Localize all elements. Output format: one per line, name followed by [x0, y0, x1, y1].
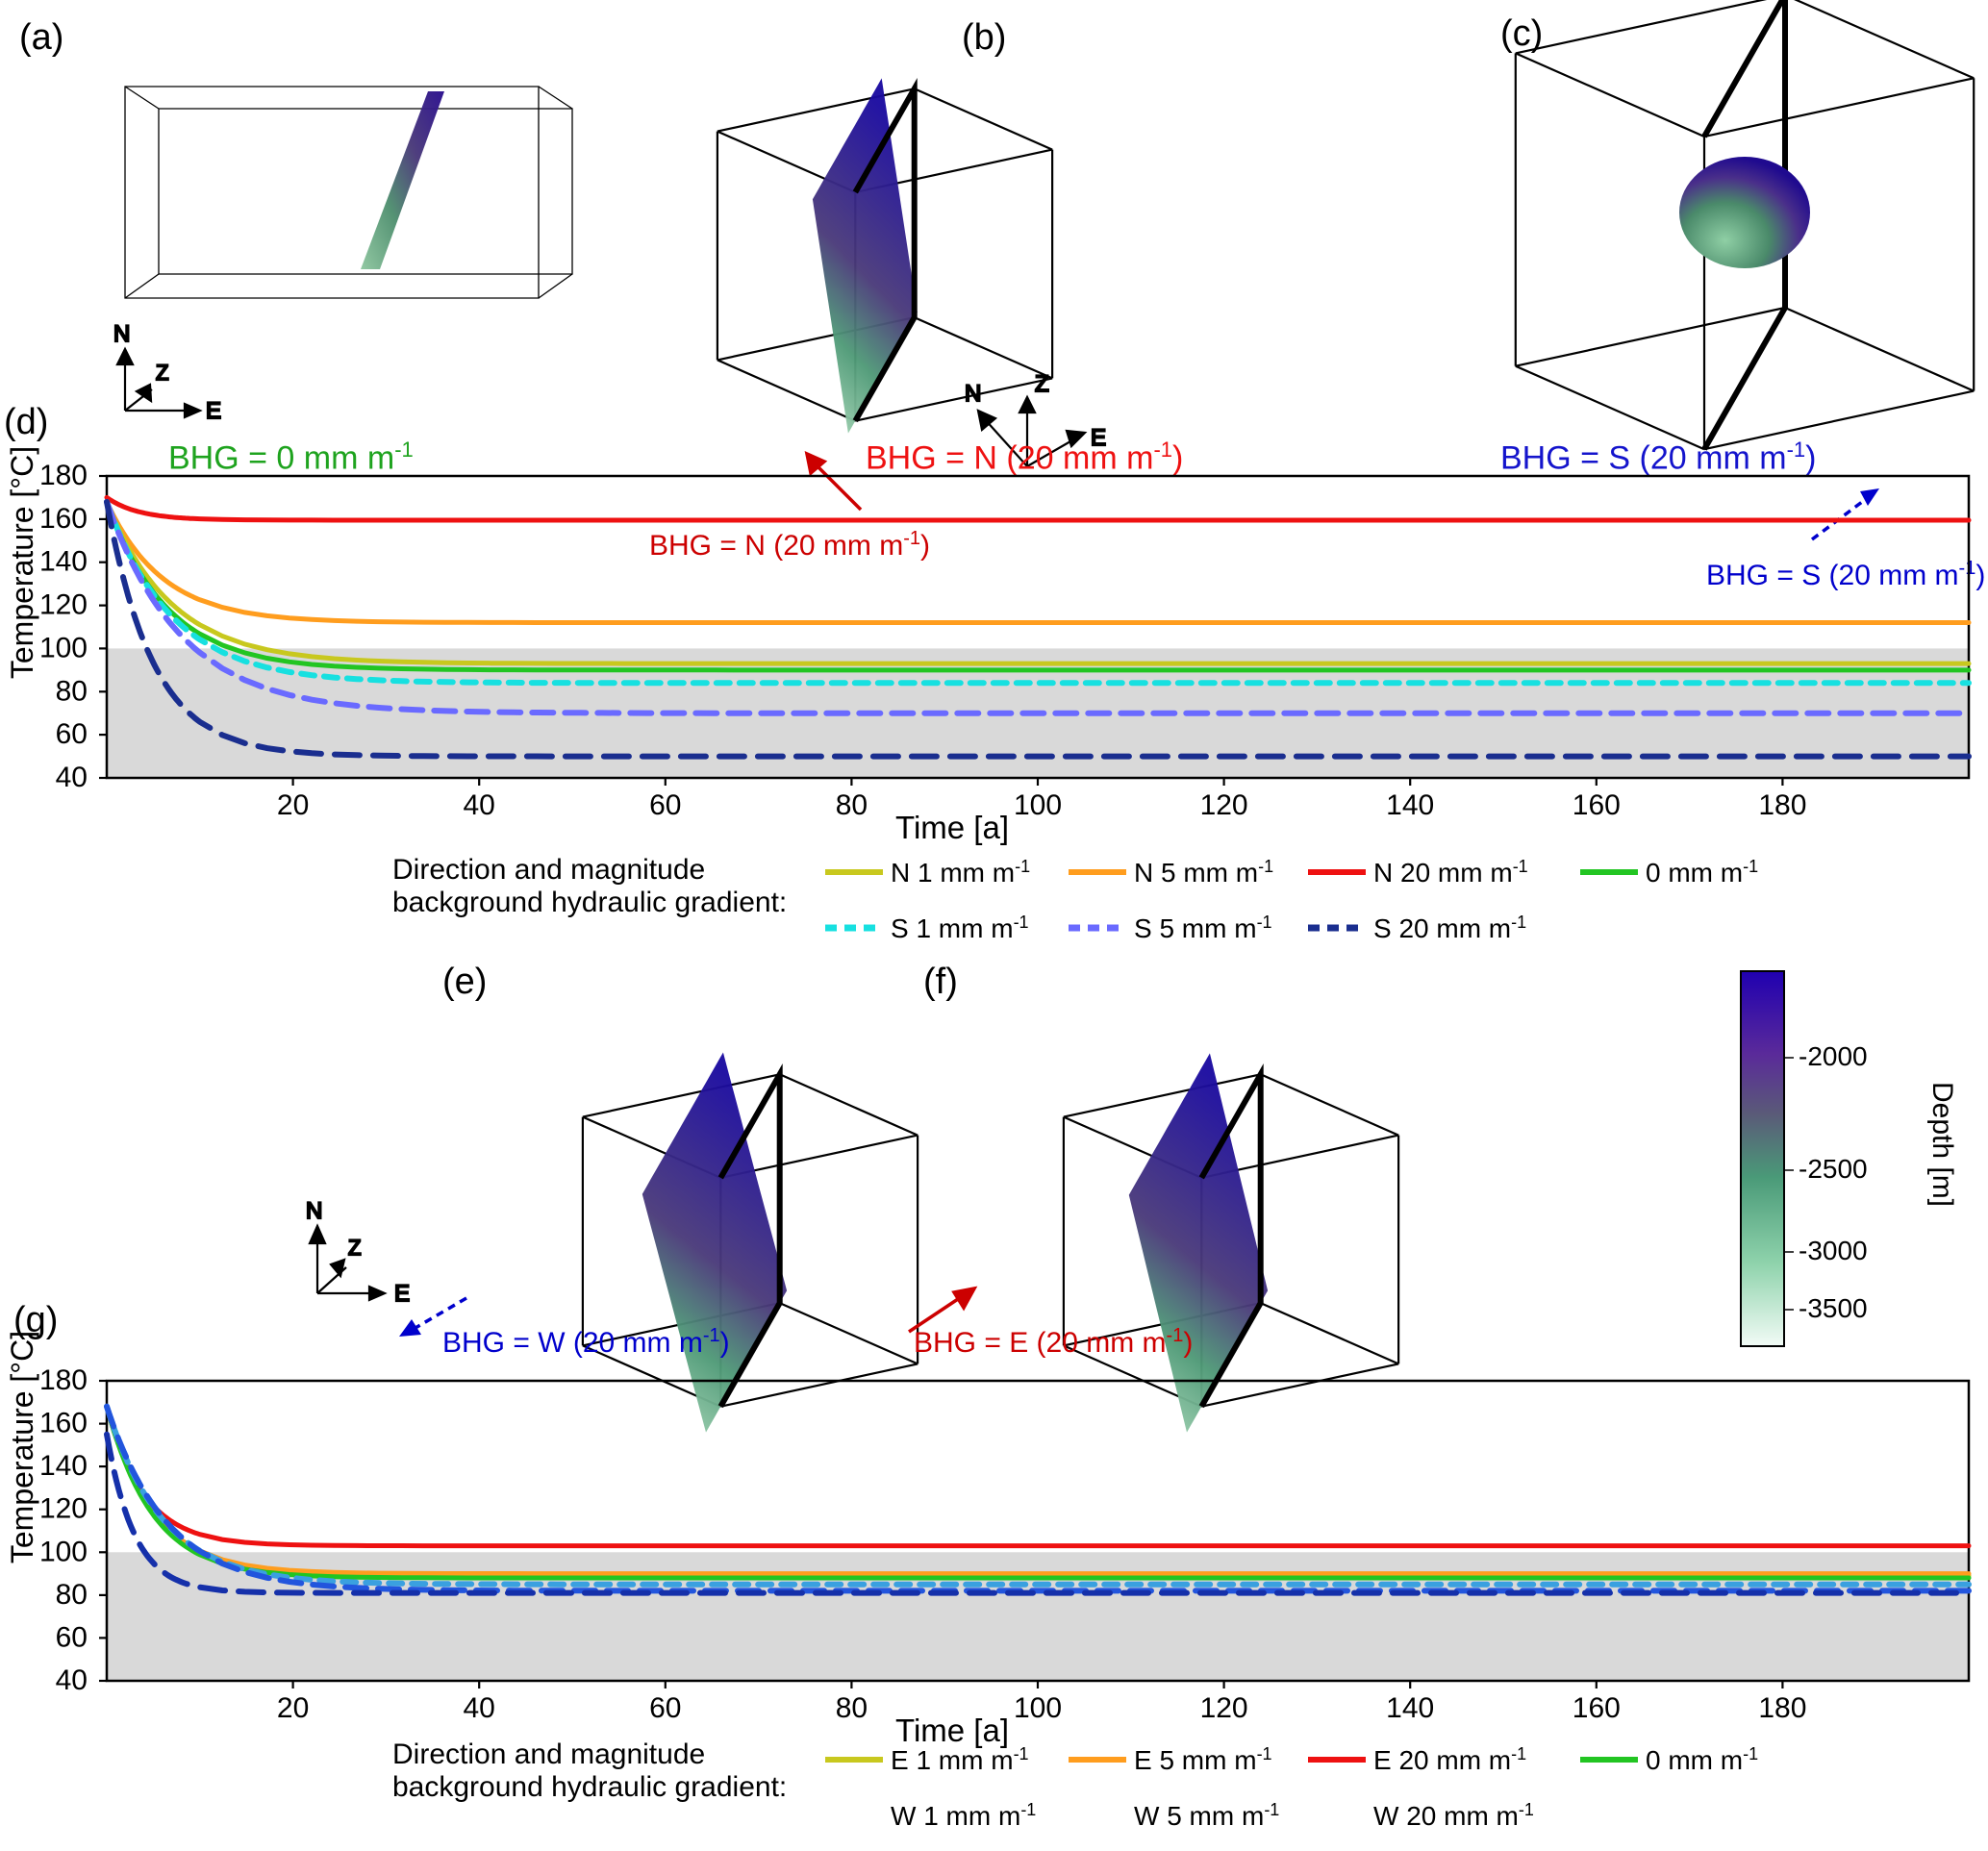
svg-text:180: 180	[1758, 789, 1806, 821]
svg-text:180: 180	[1758, 1692, 1806, 1724]
svg-text:40: 40	[464, 789, 495, 821]
svg-text:40: 40	[56, 1664, 88, 1696]
svg-text:Z: Z	[348, 1236, 361, 1260]
svg-text:180: 180	[39, 460, 88, 491]
svg-text:80: 80	[836, 1692, 868, 1724]
svg-text:140: 140	[39, 546, 88, 578]
svg-text:120: 120	[39, 1493, 88, 1525]
svg-text:-2000: -2000	[1799, 1041, 1868, 1071]
svg-text:160: 160	[39, 503, 88, 535]
svg-text:160: 160	[1573, 1692, 1621, 1724]
svg-text:100: 100	[39, 632, 88, 663]
svg-text:100: 100	[39, 1536, 88, 1567]
svg-text:-2500: -2500	[1799, 1154, 1868, 1184]
svg-text:0 mm m-1: 0 mm m-1	[1646, 1744, 1758, 1775]
svg-text:N: N	[965, 381, 981, 407]
svg-text:Z: Z	[1035, 371, 1049, 397]
svg-text:140: 140	[39, 1450, 88, 1482]
svg-text:60: 60	[56, 1621, 88, 1653]
svg-text:-3000: -3000	[1799, 1236, 1868, 1265]
svg-text:140: 140	[1386, 1692, 1434, 1724]
svg-text:160: 160	[39, 1408, 88, 1439]
svg-text:W 20 mm m-1: W 20 mm m-1	[1373, 1800, 1534, 1831]
svg-text:80: 80	[56, 675, 88, 707]
svg-text:160: 160	[1573, 789, 1621, 821]
svg-text:E 20 mm m-1: E 20 mm m-1	[1373, 1744, 1526, 1775]
svg-text:Time [a]: Time [a]	[895, 810, 1009, 845]
svg-text:Z: Z	[156, 361, 168, 385]
svg-text:Depth [m]: Depth [m]	[1926, 1082, 1958, 1207]
svg-text:N: N	[113, 321, 130, 347]
svg-text:120: 120	[39, 589, 88, 621]
svg-text:E: E	[206, 398, 221, 424]
svg-text:80: 80	[56, 1579, 88, 1611]
svg-text:20: 20	[277, 1692, 309, 1724]
svg-text:-3500: -3500	[1799, 1293, 1868, 1323]
svg-text:100: 100	[1014, 1692, 1062, 1724]
svg-text:60: 60	[649, 1692, 681, 1724]
svg-text:20: 20	[277, 789, 309, 821]
svg-text:N 1 mm m-1: N 1 mm m-1	[891, 857, 1030, 888]
svg-text:120: 120	[1200, 1692, 1248, 1724]
svg-text:140: 140	[1386, 789, 1434, 821]
svg-text:80: 80	[836, 789, 868, 821]
svg-text:60: 60	[649, 789, 681, 821]
svg-text:60: 60	[56, 718, 88, 750]
svg-text:N 20 mm m-1: N 20 mm m-1	[1373, 857, 1528, 888]
svg-text:S 20 mm m-1: S 20 mm m-1	[1373, 913, 1526, 943]
svg-text:S 5 mm m-1: S 5 mm m-1	[1134, 913, 1272, 943]
svg-text:40: 40	[464, 1692, 495, 1724]
svg-text:E 1 mm m-1: E 1 mm m-1	[891, 1744, 1029, 1775]
svg-text:120: 120	[1200, 789, 1248, 821]
svg-text:W 1 mm m-1: W 1 mm m-1	[891, 1800, 1036, 1831]
svg-text:N: N	[306, 1198, 322, 1224]
svg-text:S 1 mm m-1: S 1 mm m-1	[891, 913, 1029, 943]
svg-text:40: 40	[56, 762, 88, 793]
svg-text:100: 100	[1014, 789, 1062, 821]
svg-text:N 5 mm m-1: N 5 mm m-1	[1134, 857, 1273, 888]
svg-text:0 mm m-1: 0 mm m-1	[1646, 857, 1758, 888]
svg-text:W 5 mm m-1: W 5 mm m-1	[1134, 1800, 1279, 1831]
svg-text:E 5 mm m-1: E 5 mm m-1	[1134, 1744, 1272, 1775]
svg-text:180: 180	[39, 1364, 88, 1396]
